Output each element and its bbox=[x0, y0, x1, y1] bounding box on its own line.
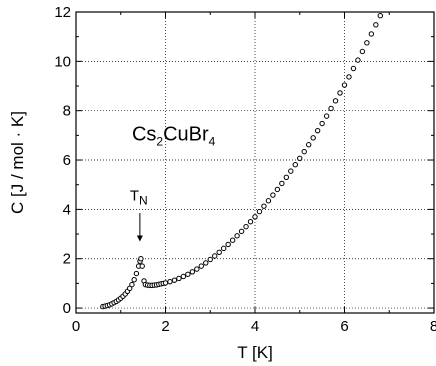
data-point bbox=[212, 253, 218, 259]
data-point bbox=[162, 280, 169, 286]
data-point bbox=[323, 113, 330, 119]
data-point bbox=[261, 203, 267, 209]
data-point bbox=[297, 155, 303, 162]
data-point bbox=[310, 135, 316, 141]
y-tick-label: 8 bbox=[63, 103, 71, 120]
data-point bbox=[225, 241, 231, 248]
grid bbox=[76, 12, 434, 313]
y-tick-label: 2 bbox=[63, 251, 71, 268]
x-tick-labels: 0 2 4 6 8 bbox=[72, 318, 436, 335]
data-point bbox=[176, 275, 182, 282]
y-tick-label: 4 bbox=[63, 201, 71, 218]
data-points bbox=[100, 13, 383, 310]
data-point bbox=[314, 127, 321, 134]
data-point bbox=[350, 65, 357, 72]
data-point bbox=[198, 263, 205, 269]
transition-main: T bbox=[130, 188, 139, 205]
data-point bbox=[180, 273, 187, 280]
compound-part-mid: CuBr bbox=[163, 123, 209, 145]
data-point bbox=[373, 22, 379, 28]
data-point bbox=[279, 180, 285, 187]
arrow-head bbox=[136, 235, 143, 242]
data-point bbox=[270, 192, 276, 198]
compound-label: Cs2CuBr4 bbox=[132, 123, 216, 148]
x-axis-label: T [K] bbox=[237, 343, 273, 362]
data-point bbox=[203, 260, 209, 266]
data-point bbox=[256, 208, 263, 215]
data-point bbox=[247, 219, 254, 225]
x-tick-label: 4 bbox=[251, 318, 259, 335]
data-point bbox=[167, 278, 173, 285]
data-point bbox=[377, 13, 383, 19]
transition-arrow bbox=[136, 213, 143, 242]
data-point bbox=[207, 256, 213, 263]
data-point bbox=[301, 148, 307, 155]
transition-label: TN bbox=[130, 188, 148, 208]
y-tick-label: 12 bbox=[54, 4, 71, 21]
data-point bbox=[359, 48, 366, 55]
data-point bbox=[288, 168, 294, 174]
data-point bbox=[131, 276, 137, 283]
transition-sub: N bbox=[139, 194, 148, 208]
x-tick-label: 6 bbox=[340, 318, 348, 335]
data-point bbox=[306, 142, 312, 148]
x-tick-label: 8 bbox=[430, 318, 436, 335]
data-point bbox=[252, 214, 258, 220]
data-point bbox=[319, 120, 325, 127]
data-point bbox=[341, 82, 348, 88]
data-point bbox=[243, 223, 249, 230]
data-point bbox=[229, 237, 236, 243]
data-point bbox=[238, 228, 245, 235]
x-tick-label: 0 bbox=[72, 318, 80, 335]
data-point bbox=[138, 256, 144, 262]
data-point bbox=[283, 174, 290, 181]
y-tick-label: 6 bbox=[63, 152, 71, 169]
data-point bbox=[364, 40, 370, 46]
data-point bbox=[171, 277, 178, 283]
y-tick-label: 10 bbox=[54, 53, 71, 70]
data-point bbox=[189, 269, 196, 275]
compound-part-main: Cs bbox=[132, 123, 156, 145]
y-tick-labels: 0 2 4 6 8 10 12 bbox=[54, 4, 71, 317]
data-point bbox=[139, 263, 145, 269]
data-point bbox=[133, 270, 140, 277]
data-point bbox=[368, 31, 375, 37]
axis-ticks bbox=[75, 11, 435, 313]
x-tick-label: 2 bbox=[161, 318, 169, 335]
data-point bbox=[220, 245, 227, 252]
data-point bbox=[328, 105, 334, 112]
y-axis-label: C [J / mol · K] bbox=[8, 111, 27, 214]
data-point bbox=[337, 90, 343, 96]
y-tick-label: 0 bbox=[63, 300, 71, 317]
data-point bbox=[265, 198, 272, 204]
data-point bbox=[346, 74, 352, 80]
data-point bbox=[332, 98, 339, 104]
data-point bbox=[234, 233, 240, 239]
data-point bbox=[194, 266, 200, 272]
data-point bbox=[216, 249, 222, 256]
compound-part-sub2: 4 bbox=[209, 134, 216, 148]
data-point bbox=[129, 281, 135, 288]
data-point bbox=[185, 271, 191, 277]
data-point bbox=[274, 186, 281, 193]
data-point bbox=[355, 57, 361, 63]
data-point bbox=[292, 162, 298, 168]
compound-part-sub1: 2 bbox=[156, 134, 163, 148]
